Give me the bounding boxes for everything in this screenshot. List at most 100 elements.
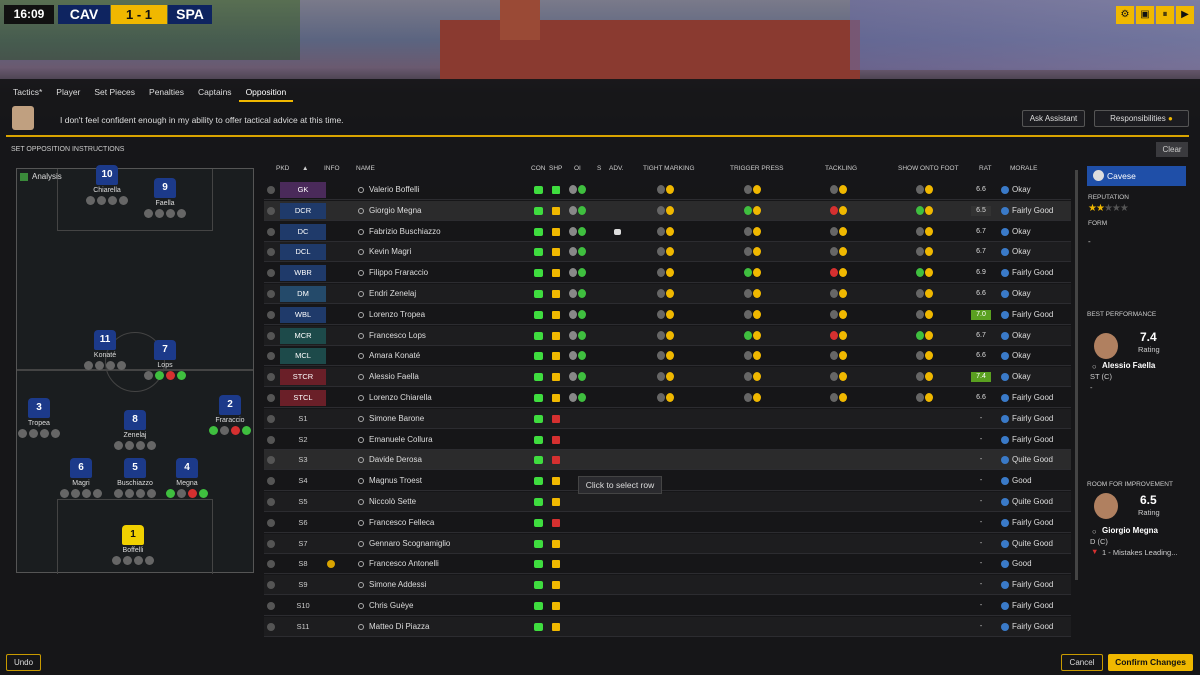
opposition-instruction-icon[interactable] [569,185,587,195]
trigger-press-toggle[interactable] [744,205,762,216]
show-onto-foot-toggle[interactable] [916,351,934,361]
table-row[interactable]: S5 Niccolò Sette - Quite Good [264,492,1071,512]
tackling-toggle[interactable] [830,351,848,361]
column-header-pkd[interactable]: PKD [276,165,290,172]
show-onto-foot-toggle[interactable] [916,247,934,257]
formation-player[interactable]: 11 Konaté [80,330,130,370]
opposition-instruction-icon[interactable] [569,351,587,361]
opposition-instruction-icon[interactable] [569,330,587,341]
formation-player[interactable]: 10 Chiarella [82,165,132,205]
tight-marking-toggle[interactable] [657,309,675,320]
player-name[interactable]: Chris Guèye [369,601,414,610]
tab-set-pieces[interactable]: Set Pieces [94,87,136,97]
formation-player[interactable]: 5 Buschiazzo [110,458,160,498]
column-header-info[interactable]: INFO [324,165,340,172]
row-checkbox[interactable] [267,394,275,402]
player-name[interactable]: Kevin Magri [369,247,412,257]
formation-player[interactable]: 6 Magri [56,458,106,498]
column-header-shp[interactable]: SHP [549,165,563,172]
table-row[interactable]: S9 Simone Addessi - Fairly Good [264,575,1071,596]
tab-tactics[interactable]: Tactics* [13,87,43,97]
row-checkbox[interactable] [267,622,275,631]
player-name[interactable]: Giorgio Megna [369,205,422,215]
tight-marking-toggle[interactable] [657,226,675,237]
table-row[interactable]: DCL Kevin Magri 6.7 Okay [264,242,1071,263]
formation-player[interactable]: 2 Fraraccio [205,395,255,435]
table-row[interactable]: S2 Emanuele Collura - Fairly Good [264,430,1071,450]
gear-icon[interactable]: ⚙ [1116,6,1134,24]
tab-player[interactable]: Player [56,87,81,97]
table-row[interactable]: S7 Gennaro Scognamiglio - Quite Good [264,534,1071,554]
opposition-instruction-icon[interactable] [569,372,587,382]
tackling-toggle[interactable] [830,247,848,257]
stop-icon[interactable]: ▣ [1136,6,1154,24]
player-name[interactable]: Simone Addessi [369,580,427,590]
row-checkbox[interactable] [267,456,275,465]
ask-assistant-button[interactable]: Ask Assistant [1022,110,1085,127]
tab-captains[interactable]: Captains [198,87,232,97]
row-checkbox[interactable] [267,560,275,569]
formation-player[interactable]: 3 Tropea [14,398,64,438]
table-row[interactable]: S3 Davide Derosa - Quite Good [264,450,1071,471]
table-row[interactable]: S1 Simone Barone - Fairly Good [264,409,1071,429]
table-row[interactable]: S4 Magnus Troest - Good [264,471,1071,492]
player-name[interactable]: Gennaro Scognamiglio [369,538,451,548]
play-icon[interactable]: ▶ [1176,6,1194,24]
trigger-press-toggle[interactable] [744,185,762,195]
row-checkbox[interactable] [267,227,275,236]
row-checkbox[interactable] [267,310,275,319]
trigger-press-toggle[interactable] [744,247,762,257]
trigger-press-toggle[interactable] [744,351,762,361]
tackling-toggle[interactable] [830,309,848,320]
column-header-adv[interactable]: ADV. [609,165,624,172]
table-row[interactable]: STCR Alessio Faella 7.4 Okay [264,367,1071,388]
player-name[interactable]: Davide Derosa [369,455,422,465]
column-header-morale[interactable]: MORALE [1010,165,1038,172]
column-header-trigger-press[interactable]: TRIGGER PRESS [730,165,784,172]
show-onto-foot-toggle[interactable] [916,268,934,278]
table-row[interactable]: DCR Giorgio Megna 6.5 Fairly Good [264,200,1071,221]
responsibilities-button[interactable]: Responsibilities ● [1094,110,1189,127]
scrollbar[interactable] [1075,170,1078,580]
clear-button[interactable]: Clear [1156,142,1188,157]
tight-marking-toggle[interactable] [657,351,675,361]
row-checkbox[interactable] [267,269,275,278]
table-row[interactable]: S8 Francesco Antonelli - Good [264,554,1071,575]
show-onto-foot-toggle[interactable] [916,309,934,320]
column-header-tackling[interactable]: TACKLING [825,165,858,172]
tackling-toggle[interactable] [830,185,848,195]
player-name[interactable]: Francesco Antonelli [369,559,439,569]
trigger-press-toggle[interactable] [744,330,762,341]
table-row[interactable]: WBR Filippo Fraraccio 6.9 Fairly Good [264,263,1071,284]
cancel-button[interactable]: Cancel [1061,654,1103,671]
player-name[interactable]: Valerio Boffelli [369,185,420,194]
show-onto-foot-toggle[interactable] [916,289,934,299]
formation-player[interactable]: 8 Zenelaj [110,410,160,450]
row-checkbox[interactable] [267,331,275,340]
opposition-instruction-icon[interactable] [569,247,587,257]
pause-icon[interactable]: ⏸ [1156,6,1174,24]
opposition-instruction-icon[interactable] [569,309,587,320]
opposition-instruction-icon[interactable] [569,289,587,299]
analysis-toggle[interactable]: Analysis [20,172,62,181]
show-onto-foot-toggle[interactable] [916,226,934,237]
tight-marking-toggle[interactable] [657,330,675,341]
column-header-name[interactable]: NAME [356,165,375,172]
tight-marking-toggle[interactable] [657,247,675,257]
row-checkbox[interactable] [267,248,275,257]
tight-marking-toggle[interactable] [657,393,675,403]
show-onto-foot-toggle[interactable] [916,185,934,195]
player-name[interactable]: Fabrizio Buschiazzo [369,226,441,236]
trigger-press-toggle[interactable] [744,289,762,299]
column-header-show-onto-foot[interactable]: SHOW ONTO FOOT [898,165,959,172]
row-checkbox[interactable] [267,206,275,215]
show-onto-foot-toggle[interactable] [916,330,934,341]
table-row[interactable]: WBL Lorenzo Tropea 7.0 Fairly Good [264,305,1071,325]
trigger-press-toggle[interactable] [744,268,762,278]
tight-marking-toggle[interactable] [657,205,675,216]
tackling-toggle[interactable] [830,205,848,216]
column-header-con[interactable]: CON [531,165,546,172]
player-name[interactable]: Alessio Faella [369,372,419,382]
row-checkbox[interactable] [267,602,275,610]
row-checkbox[interactable] [267,498,275,506]
